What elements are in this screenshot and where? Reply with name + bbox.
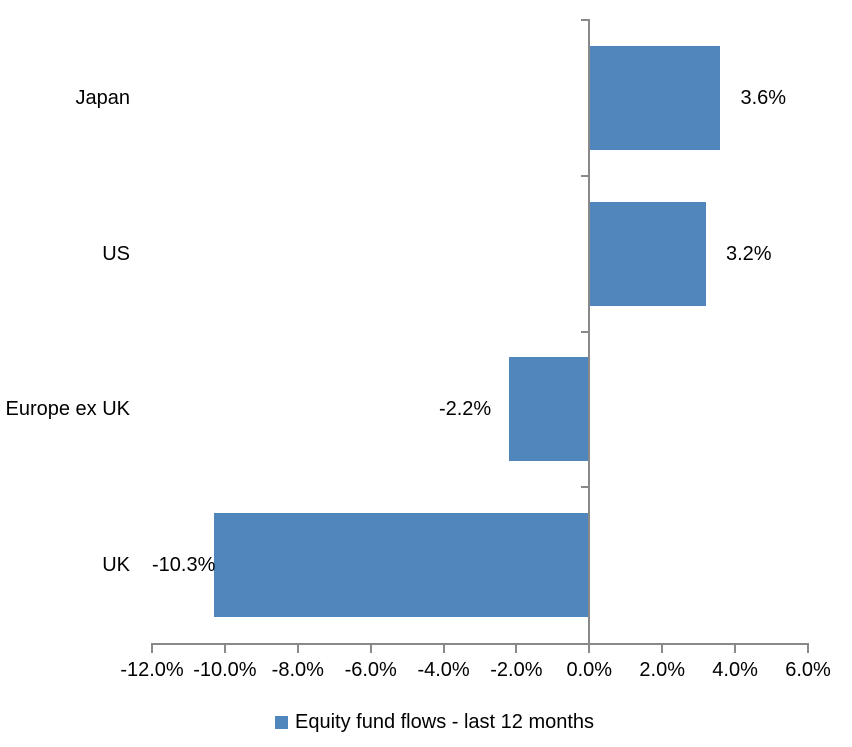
bar-europe-ex-uk (509, 357, 590, 462)
y-axis-tick (581, 486, 590, 489)
x-axis-tick-label: -8.0% (271, 659, 324, 681)
x-axis-tick-label: -6.0% (344, 659, 397, 681)
x-axis-tick-label: 2.0% (639, 659, 685, 681)
x-axis-line (151, 643, 809, 645)
category-label: US (102, 242, 130, 265)
x-axis-tick-label: -12.0% (120, 659, 184, 681)
value-label: 3.2% (726, 242, 772, 265)
category-label: UK (102, 554, 130, 577)
bar-uk (214, 513, 590, 618)
category-label: Europe ex UK (5, 398, 130, 421)
x-axis-tick-label: 4.0% (712, 659, 758, 681)
x-axis-tick-label: -10.0% (193, 659, 257, 681)
y-axis-line (588, 19, 591, 653)
value-label: -10.3% (152, 554, 216, 577)
legend-label: Equity fund flows - last 12 months (295, 711, 595, 733)
y-axis-tick (581, 19, 590, 21)
x-axis-tick-label: 6.0% (785, 659, 831, 681)
x-axis-tick-label: -4.0% (417, 659, 470, 681)
x-axis-tick (151, 645, 153, 653)
x-axis-tick (296, 645, 299, 653)
y-axis-tick (581, 174, 590, 177)
value-label: 3.6% (740, 86, 787, 109)
x-axis-tick (223, 645, 226, 653)
x-axis-tick (442, 645, 445, 653)
x-axis-tick (369, 645, 372, 653)
x-axis-tick (807, 645, 809, 653)
x-axis-tick-label: 0.0% (566, 659, 613, 681)
legend-swatch-icon (275, 715, 288, 729)
x-axis-tick (661, 645, 664, 653)
y-axis-tick (581, 330, 590, 333)
legend: Equity fund flows - last 12 months (275, 711, 594, 733)
bar-japan (589, 45, 721, 150)
category-label: Japan (75, 86, 131, 109)
x-axis-tick-label: -2.0% (490, 659, 543, 681)
x-axis-tick (515, 645, 518, 653)
x-axis-tick (734, 645, 737, 653)
bar-us (589, 201, 706, 306)
value-label: -2.2% (438, 398, 492, 421)
